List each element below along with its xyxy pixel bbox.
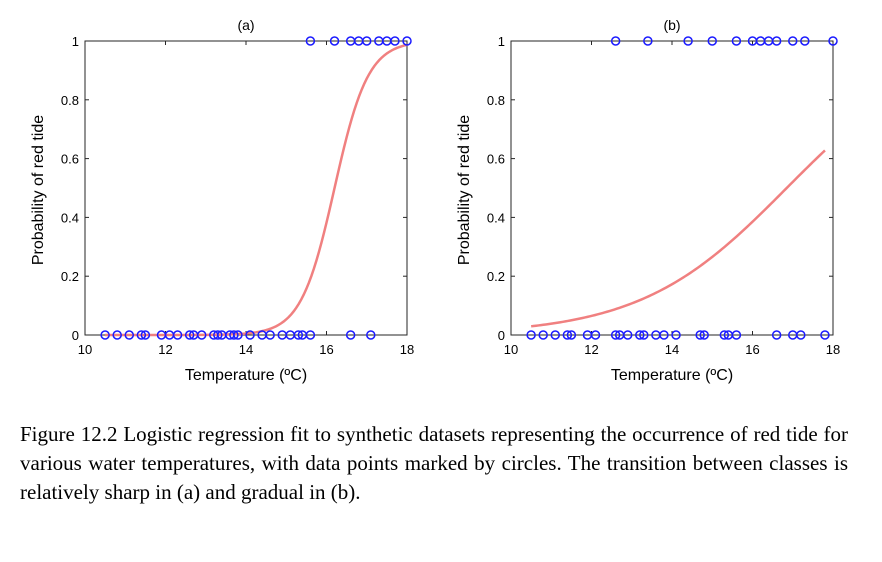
- data-point-class0-a: [245, 330, 255, 340]
- data-point-class0-a: [140, 330, 151, 340]
- y-tick-label-a: 0: [72, 328, 79, 343]
- data-point-class0-a: [196, 330, 207, 340]
- y-tick-label-b: 0.4: [487, 210, 505, 225]
- data-point-class0-b: [671, 330, 681, 340]
- y-tick-label-b: 0: [498, 328, 505, 343]
- data-point-class0-a: [112, 330, 122, 340]
- y-tick-label-a: 0.4: [61, 210, 79, 225]
- data-point-class0-a: [366, 330, 376, 340]
- y-tick-label-b: 1: [498, 34, 505, 49]
- data-point-class0-b: [695, 330, 705, 340]
- y-tick-label-a: 0.2: [61, 269, 79, 284]
- data-point-class1-a: [329, 36, 340, 46]
- panel-b: 10 12 14 16 18 0 0.2 0.4 0.6 0.8 1 (b) Temperature…: [456, 17, 840, 384]
- data-point-class0-a: [100, 330, 110, 340]
- data-point-class0-b: [719, 330, 730, 340]
- y-tick-label-a: 0.6: [61, 152, 79, 167]
- logistic-fit-curve-b: [530, 149, 826, 328]
- data-point-class0-a: [184, 330, 195, 340]
- x-tick-label-b: 12: [584, 342, 598, 357]
- x-tick-label-b: 18: [826, 342, 840, 357]
- data-point-class1-a: [305, 36, 316, 46]
- x-tick-label-b: 16: [745, 342, 759, 357]
- data-point-class0-b: [590, 330, 601, 340]
- data-point-class0-a: [305, 330, 316, 340]
- data-point-class0-a: [124, 330, 135, 340]
- data-point-class0-b: [659, 330, 669, 340]
- data-point-class1-b: [731, 36, 742, 46]
- plot-area-a: 10 12 14 16 18 0 0.2 0.4 0.6 0.8 1: [61, 34, 414, 357]
- data-point-class0-b: [731, 330, 742, 340]
- panel-b-title: (b): [663, 17, 680, 33]
- data-point-class1-b: [683, 36, 693, 46]
- data-point-class0-b: [562, 330, 573, 340]
- data-point-class0-b: [538, 330, 548, 340]
- y-tick-label-b: 0.6: [487, 152, 505, 167]
- x-tick-label-a: 18: [400, 342, 414, 357]
- data-point-class0-a: [172, 330, 183, 340]
- data-point-class0-a: [229, 330, 239, 340]
- logistic-fit-curve-a: [105, 43, 408, 337]
- data-point-class0-a: [265, 330, 275, 340]
- x-tick-label-a: 14: [239, 342, 253, 357]
- data-point-class1-b: [610, 36, 621, 46]
- x-tick-label-a: 10: [78, 342, 92, 357]
- data-point-class0-a: [136, 330, 147, 340]
- data-point-class0-b: [526, 330, 536, 340]
- panel-b-ylabel: Probability of red tide: [456, 115, 473, 265]
- data-point-class1-a: [362, 36, 372, 46]
- data-point-class1-b: [771, 36, 782, 46]
- data-point-class1-b: [788, 36, 798, 46]
- y-tick-label-b: 0.8: [487, 93, 505, 108]
- data-point-class0-b: [699, 330, 709, 340]
- data-point-class1-b: [643, 36, 653, 46]
- x-tick-label-a: 12: [158, 342, 172, 357]
- y-tick-label-a: 0.8: [61, 93, 79, 108]
- data-point-class1-b: [800, 36, 810, 46]
- data-point-class0-a: [233, 330, 243, 340]
- y-tick-label-b: 0.2: [487, 269, 505, 284]
- panel-a-title: (a): [237, 17, 254, 33]
- data-point-class0-b: [550, 330, 561, 340]
- x-tick-label-b: 10: [504, 342, 518, 357]
- data-point-class1-a: [402, 36, 412, 46]
- data-point-class0-b: [610, 330, 621, 340]
- panel-a-xlabel: Temperature (ºC): [185, 367, 307, 384]
- data-point-class0-b: [820, 330, 830, 340]
- data-point-class0-b: [796, 330, 806, 340]
- data-point-class1-b: [707, 36, 717, 46]
- data-point-class0-a: [213, 330, 223, 340]
- panel-b-xlabel: Temperature (ºC): [611, 367, 733, 384]
- data-point-class0-b: [566, 330, 577, 340]
- data-point-class0-b: [639, 330, 649, 340]
- plot-area-b: 10 12 14 16 18 0 0.2 0.4 0.6 0.8 1: [487, 34, 840, 357]
- data-point-class1-b: [828, 36, 838, 46]
- data-point-class0-b: [622, 330, 633, 340]
- plot-frame-b: [510, 40, 834, 336]
- data-point-class0-a: [345, 330, 356, 340]
- figure-caption: Figure 12.2 Logistic regression fit to s…: [20, 422, 848, 504]
- x-tick-label-b: 14: [665, 342, 679, 357]
- y-tick-label-a: 1: [72, 34, 79, 49]
- panel-a-ylabel: Probability of red tide: [30, 115, 47, 265]
- plot-frame-a: [84, 40, 408, 336]
- x-tick-label-a: 16: [319, 342, 333, 357]
- data-point-class1-a: [390, 36, 400, 46]
- data-point-class0-a: [293, 330, 304, 340]
- panel-a: 10 12 14 16 18 0 0.2 0.4 0.6 0.8 1 (a) Temperature…: [30, 17, 414, 384]
- data-point-class0-b: [635, 330, 645, 340]
- data-point-class0-b: [771, 330, 782, 340]
